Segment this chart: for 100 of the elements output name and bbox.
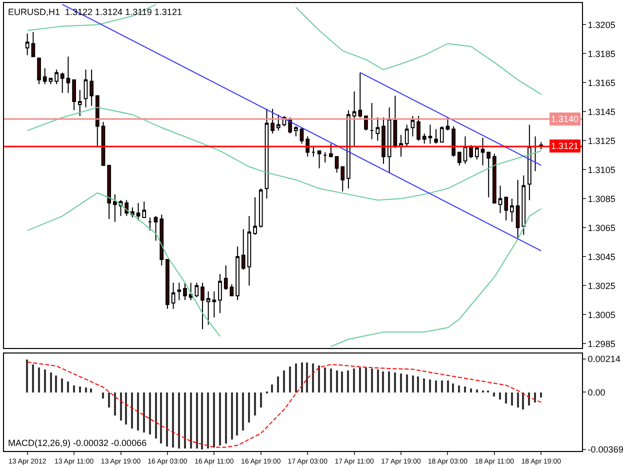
candlestick — [148, 217, 152, 232]
bar — [225, 392, 227, 444]
bar — [125, 392, 127, 424]
bar — [435, 380, 437, 392]
bar — [219, 392, 221, 446]
line-series — [26, 106, 542, 201]
y-tick-label: 1.3165 — [588, 78, 616, 88]
candlestick — [463, 136, 468, 164]
bar — [277, 376, 279, 392]
bar — [155, 392, 157, 438]
bar — [324, 367, 326, 392]
candlestick — [492, 153, 496, 204]
candlestick — [452, 126, 456, 158]
candlestick — [160, 214, 164, 266]
candlestick — [253, 196, 257, 236]
candlestick — [294, 126, 298, 137]
bar — [412, 375, 414, 392]
candlestick — [224, 264, 228, 290]
candlestick — [469, 144, 473, 159]
y-tick-label: 0.00214 — [588, 354, 620, 364]
candlestick — [212, 290, 216, 318]
candlestick — [183, 282, 187, 301]
bar — [50, 372, 52, 392]
candlestick — [399, 134, 403, 158]
candlestick — [113, 194, 117, 222]
candlestick — [171, 282, 176, 310]
bar — [540, 392, 542, 398]
bar — [306, 362, 308, 392]
y-tick-label: 1.3185 — [588, 48, 616, 59]
bar — [447, 380, 449, 392]
y-tick-label: 1.3205 — [588, 20, 616, 30]
bar — [184, 392, 186, 448]
bar — [85, 387, 87, 392]
bar — [423, 378, 425, 392]
bar — [254, 392, 256, 416]
bar — [511, 392, 513, 406]
bar — [231, 392, 233, 440]
bar — [131, 392, 133, 428]
bar — [190, 392, 192, 448]
bar — [476, 389, 478, 392]
candlestick — [404, 124, 409, 147]
candlestick — [60, 72, 64, 94]
candlestick — [510, 198, 514, 222]
bar — [213, 392, 215, 448]
y-tick-label: 1.3005 — [588, 310, 616, 320]
bar — [44, 369, 46, 392]
bar — [417, 376, 419, 392]
candlestick — [136, 202, 140, 221]
candlestick — [54, 69, 58, 85]
y-tick-label: 1.3145 — [588, 106, 616, 117]
ref-line-label: 1.3121 — [551, 141, 579, 151]
line-series — [26, 192, 221, 337]
bar — [528, 392, 530, 406]
bar — [90, 388, 92, 392]
bar — [160, 392, 162, 444]
bar — [283, 370, 285, 392]
candlestick — [37, 58, 41, 85]
candlestick — [364, 116, 368, 132]
y-tick-label: 1.3085 — [588, 194, 616, 204]
bar — [166, 392, 168, 446]
candlestick — [84, 69, 88, 108]
bar — [172, 392, 174, 448]
candlestick — [358, 72, 362, 118]
candlestick — [312, 146, 316, 158]
bar — [499, 392, 501, 400]
candlestick — [370, 102, 374, 140]
candlestick — [177, 282, 182, 301]
bar — [400, 373, 402, 392]
candlestick — [142, 201, 146, 218]
y-tick-label: 1.3065 — [588, 222, 616, 233]
bar — [301, 362, 303, 392]
ref-line-label: 1.3140 — [551, 114, 579, 124]
y-tick-label: 0.00 — [588, 387, 606, 398]
bar — [517, 392, 519, 408]
bar — [382, 371, 384, 392]
line-series — [295, 6, 542, 95]
candlestick — [206, 290, 210, 326]
y-tick-label: 1.3125 — [588, 136, 616, 146]
bar — [32, 364, 34, 392]
candlestick — [323, 152, 328, 163]
candlestick — [247, 216, 252, 286]
candlestick — [457, 152, 462, 166]
bar — [388, 371, 390, 392]
bar — [330, 368, 332, 392]
bar — [149, 392, 151, 434]
candlestick — [42, 68, 47, 85]
candlestick — [340, 166, 345, 192]
bar — [178, 392, 180, 448]
candlestick — [416, 116, 420, 142]
bar — [312, 363, 314, 392]
candlestick — [422, 132, 426, 144]
candlestick — [154, 216, 158, 242]
bar — [120, 392, 122, 420]
bar — [371, 368, 373, 392]
candlestick — [258, 188, 263, 228]
bar — [377, 369, 379, 392]
candlestick — [200, 282, 204, 330]
bar — [196, 392, 198, 448]
bar — [242, 392, 244, 430]
bar — [394, 372, 396, 392]
